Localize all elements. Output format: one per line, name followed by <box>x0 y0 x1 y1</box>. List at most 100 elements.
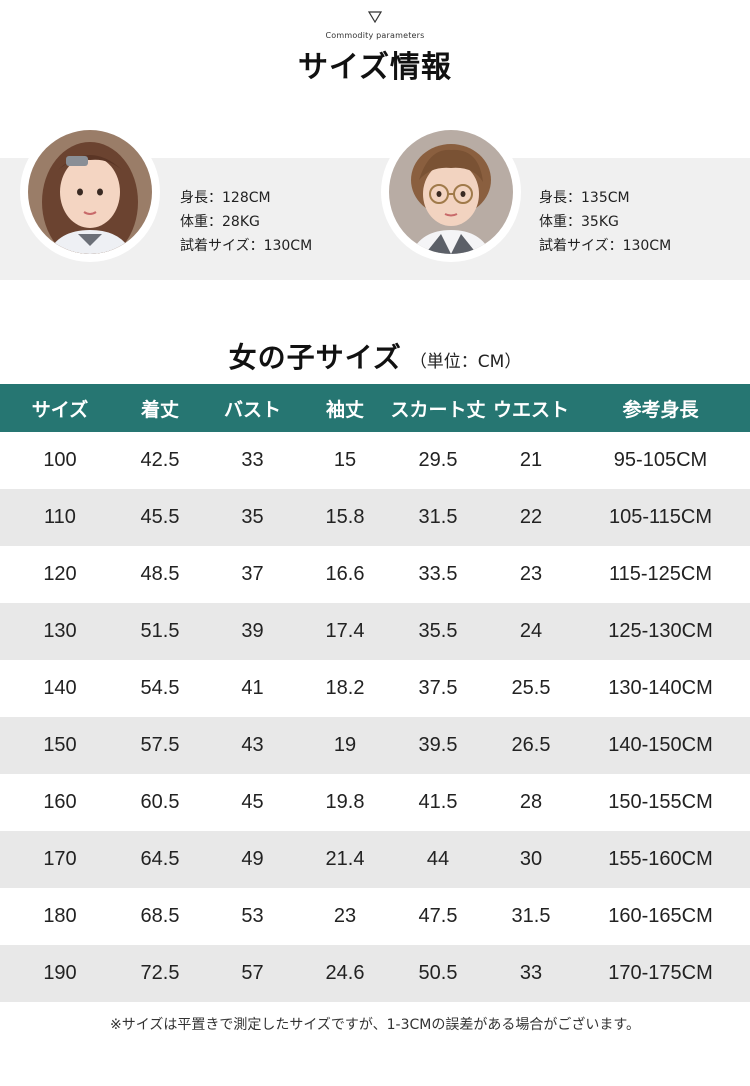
boy-portrait-image <box>389 130 513 254</box>
cell-sleeve: 19 <box>305 717 385 774</box>
table-row: 130 51.5 39 17.4 35.5 24 125-130CM <box>0 603 750 660</box>
cell-size: 130 <box>0 603 120 660</box>
cell-size: 180 <box>0 888 120 945</box>
table-row: 160 60.5 45 19.8 41.5 28 150-155CM <box>0 774 750 831</box>
model-boy-info: 身長：135CM 体重：35KG 試着サイズ：130CM <box>539 186 671 258</box>
model-band: 身長：128CM 体重：28KG 試着サイズ：130CM <box>0 122 750 280</box>
size-chart-title: 女の子サイズ <box>228 341 402 374</box>
cell-waist: 33 <box>491 945 571 1002</box>
cell-sleeve: 15.8 <box>305 489 385 546</box>
cell-skirt-length: 47.5 <box>385 888 491 945</box>
cell-waist: 21 <box>491 432 571 489</box>
measurement-note: ※サイズは平置きで測定したサイズですが、1-3CMの誤差がある場合がございます。 <box>110 1017 640 1033</box>
cell-skirt-length: 39.5 <box>385 717 491 774</box>
cell-bust: 33 <box>200 432 305 489</box>
girl-portrait-image <box>28 130 152 254</box>
down-triangle-icon <box>368 11 382 23</box>
cell-bust: 37 <box>200 546 305 603</box>
column-header-reference-height: 参考身長 <box>571 384 750 432</box>
cell-skirt-length: 29.5 <box>385 432 491 489</box>
cell-length: 57.5 <box>120 717 200 774</box>
cell-sleeve: 23 <box>305 888 385 945</box>
cell-skirt-length: 37.5 <box>385 660 491 717</box>
cell-reference-height: 105-115CM <box>571 489 750 546</box>
cell-waist: 24 <box>491 603 571 660</box>
cell-size: 110 <box>0 489 120 546</box>
cell-reference-height: 140-150CM <box>571 717 750 774</box>
cell-reference-height: 170-175CM <box>571 945 750 1002</box>
cell-reference-height: 115-125CM <box>571 546 750 603</box>
model-girl-info: 身長：128CM 体重：28KG 試着サイズ：130CM <box>180 186 312 258</box>
cell-length: 51.5 <box>120 603 200 660</box>
cell-bust: 49 <box>200 831 305 888</box>
model-boy-fit-size: 試着サイズ：130CM <box>539 238 672 254</box>
size-chart-heading: 女の子サイズ （単位：CM） <box>0 336 750 376</box>
cell-waist: 31.5 <box>491 888 571 945</box>
cell-reference-height: 95-105CM <box>571 432 750 489</box>
column-header-sleeve: 袖丈 <box>305 384 385 432</box>
cell-sleeve: 17.4 <box>305 603 385 660</box>
cell-size: 120 <box>0 546 120 603</box>
table-header-row: サイズ 着丈 バスト 袖丈 スカート丈 ウエスト 参考身長 <box>0 384 750 432</box>
cell-reference-height: 125-130CM <box>571 603 750 660</box>
cell-length: 60.5 <box>120 774 200 831</box>
cell-length: 68.5 <box>120 888 200 945</box>
page-header: Commodity parameters サイズ情報 <box>0 0 750 120</box>
size-chart-unit: （単位：CM） <box>409 352 522 372</box>
cell-size: 140 <box>0 660 120 717</box>
model-girl-photo <box>20 122 160 262</box>
cell-size: 100 <box>0 432 120 489</box>
cell-length: 54.5 <box>120 660 200 717</box>
table-row: 120 48.5 37 16.6 33.5 23 115-125CM <box>0 546 750 603</box>
model-girl-height: 身長：128CM <box>180 190 271 206</box>
cell-waist: 28 <box>491 774 571 831</box>
cell-reference-height: 150-155CM <box>571 774 750 831</box>
cell-bust: 43 <box>200 717 305 774</box>
cell-bust: 35 <box>200 489 305 546</box>
cell-reference-height: 130-140CM <box>571 660 750 717</box>
cell-bust: 57 <box>200 945 305 1002</box>
column-header-waist: ウエスト <box>491 384 571 432</box>
model-boy-photo <box>381 122 521 262</box>
column-header-bust: バスト <box>200 384 305 432</box>
page-title: サイズ情報 <box>297 50 453 85</box>
cell-skirt-length: 44 <box>385 831 491 888</box>
cell-length: 64.5 <box>120 831 200 888</box>
cell-skirt-length: 41.5 <box>385 774 491 831</box>
cell-sleeve: 16.6 <box>305 546 385 603</box>
cell-skirt-length: 33.5 <box>385 546 491 603</box>
cell-bust: 39 <box>200 603 305 660</box>
cell-waist: 30 <box>491 831 571 888</box>
cell-size: 190 <box>0 945 120 1002</box>
cell-sleeve: 15 <box>305 432 385 489</box>
cell-length: 45.5 <box>120 489 200 546</box>
cell-bust: 45 <box>200 774 305 831</box>
cell-sleeve: 21.4 <box>305 831 385 888</box>
cell-waist: 22 <box>491 489 571 546</box>
cell-reference-height: 160-165CM <box>571 888 750 945</box>
size-table: サイズ 着丈 バスト 袖丈 スカート丈 ウエスト 参考身長 100 42.5 33 1… <box>0 384 750 1002</box>
cell-size: 170 <box>0 831 120 888</box>
cell-bust: 53 <box>200 888 305 945</box>
cell-length: 72.5 <box>120 945 200 1002</box>
cell-length: 48.5 <box>120 546 200 603</box>
column-header-size: サイズ <box>0 384 120 432</box>
table-row: 150 57.5 43 19 39.5 26.5 140-150CM <box>0 717 750 774</box>
cell-sleeve: 18.2 <box>305 660 385 717</box>
cell-waist: 26.5 <box>491 717 571 774</box>
cell-skirt-length: 31.5 <box>385 489 491 546</box>
table-row: 180 68.5 53 23 47.5 31.5 160-165CM <box>0 888 750 945</box>
table-row: 170 64.5 49 21.4 44 30 155-160CM <box>0 831 750 888</box>
cell-sleeve: 19.8 <box>305 774 385 831</box>
cell-skirt-length: 50.5 <box>385 945 491 1002</box>
cell-length: 42.5 <box>120 432 200 489</box>
header-subtitle: Commodity parameters <box>325 31 425 40</box>
cell-skirt-length: 35.5 <box>385 603 491 660</box>
model-boy-height: 身長：135CM <box>539 190 630 206</box>
model-girl-weight: 体重：28KG <box>180 214 260 230</box>
cell-bust: 41 <box>200 660 305 717</box>
cell-sleeve: 24.6 <box>305 945 385 1002</box>
cell-reference-height: 155-160CM <box>571 831 750 888</box>
table-row: 190 72.5 57 24.6 50.5 33 170-175CM <box>0 945 750 1002</box>
model-girl-fit-size: 試着サイズ：130CM <box>180 238 313 254</box>
